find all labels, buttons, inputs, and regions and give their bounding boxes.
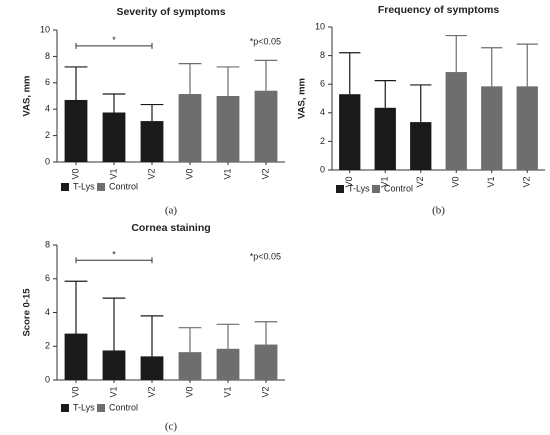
bar bbox=[516, 86, 538, 170]
x-tick-label: V0 bbox=[184, 386, 194, 397]
significance-label: * bbox=[112, 250, 116, 260]
bar bbox=[178, 94, 202, 162]
annotation: *p<0.05 bbox=[250, 36, 281, 46]
panel-label: (a) bbox=[165, 205, 178, 217]
y-tick-label: 0 bbox=[45, 156, 50, 166]
y-tick-label: 0 bbox=[320, 164, 325, 174]
x-tick-label: V0 bbox=[184, 168, 194, 179]
x-tick-label: V0 bbox=[70, 168, 80, 179]
bar bbox=[64, 99, 88, 162]
x-tick-label: V2 bbox=[522, 176, 532, 187]
bar bbox=[410, 122, 432, 170]
legend-swatch bbox=[97, 183, 105, 191]
x-tick-label: V2 bbox=[146, 168, 156, 179]
x-tick-label: V1 bbox=[108, 168, 118, 179]
y-axis-label: VAS, mm bbox=[297, 78, 308, 119]
x-tick-label: V0 bbox=[70, 386, 80, 397]
panel-label: (b) bbox=[432, 205, 445, 217]
legend-label: T-Lys bbox=[73, 402, 95, 412]
bar bbox=[102, 112, 126, 162]
x-tick-label: V1 bbox=[222, 168, 232, 179]
legend-swatch bbox=[61, 404, 69, 412]
y-tick-label: 6 bbox=[320, 79, 325, 89]
legend-label: Control bbox=[384, 183, 413, 193]
chart-title: Frequency of symptoms bbox=[378, 4, 500, 16]
y-tick-label: 6 bbox=[45, 77, 50, 87]
bar bbox=[445, 72, 467, 170]
x-tick-label: V1 bbox=[108, 386, 118, 397]
y-axis-label: Score 0-15 bbox=[22, 288, 33, 337]
bar bbox=[339, 94, 361, 170]
legend-swatch bbox=[336, 185, 344, 193]
y-tick-label: 2 bbox=[45, 341, 50, 351]
panel-label: (c) bbox=[165, 421, 178, 433]
x-tick-label: V2 bbox=[415, 176, 425, 187]
y-tick-label: 8 bbox=[45, 239, 50, 249]
annotation: *p<0.05 bbox=[250, 251, 281, 261]
x-tick-label: V2 bbox=[146, 386, 156, 397]
bar bbox=[140, 356, 164, 380]
y-tick-label: 4 bbox=[45, 104, 50, 114]
y-tick-label: 6 bbox=[45, 273, 50, 283]
chart-title: Severity of symptoms bbox=[116, 6, 225, 18]
x-tick-label: V2 bbox=[260, 168, 270, 179]
legend-label: Control bbox=[109, 402, 138, 412]
y-tick-label: 8 bbox=[45, 51, 50, 61]
y-tick-label: 2 bbox=[45, 130, 50, 140]
bar bbox=[64, 333, 88, 380]
x-tick-label: V1 bbox=[486, 176, 496, 187]
bar bbox=[254, 90, 278, 162]
y-tick-label: 4 bbox=[320, 107, 325, 117]
x-tick-label: V0 bbox=[344, 176, 354, 187]
bar bbox=[254, 344, 278, 380]
x-tick-label: V0 bbox=[451, 176, 461, 187]
chart-title: Cornea staining bbox=[131, 222, 210, 234]
y-axis-label: VAS, mm bbox=[22, 75, 33, 116]
bar bbox=[140, 121, 164, 162]
y-tick-label: 2 bbox=[320, 136, 325, 146]
bar bbox=[102, 350, 126, 380]
bar bbox=[481, 86, 503, 170]
legend-swatch bbox=[97, 404, 105, 412]
x-tick-label: V1 bbox=[380, 176, 390, 187]
x-tick-label: V1 bbox=[222, 386, 232, 397]
significance-label: * bbox=[112, 35, 116, 45]
y-tick-label: 10 bbox=[315, 21, 325, 31]
bar bbox=[178, 352, 202, 380]
legend-swatch bbox=[61, 183, 69, 191]
y-tick-label: 4 bbox=[45, 307, 50, 317]
bar bbox=[216, 96, 240, 162]
y-tick-label: 0 bbox=[45, 374, 50, 384]
legend-label: T-Lys bbox=[73, 181, 95, 191]
legend-swatch bbox=[372, 185, 380, 193]
x-tick-label: V2 bbox=[260, 386, 270, 397]
legend-label: Control bbox=[109, 181, 138, 191]
y-tick-label: 10 bbox=[40, 24, 50, 34]
y-tick-label: 8 bbox=[320, 50, 325, 60]
bar bbox=[216, 348, 240, 380]
legend-label: T-Lys bbox=[348, 183, 370, 193]
bar bbox=[374, 107, 396, 170]
